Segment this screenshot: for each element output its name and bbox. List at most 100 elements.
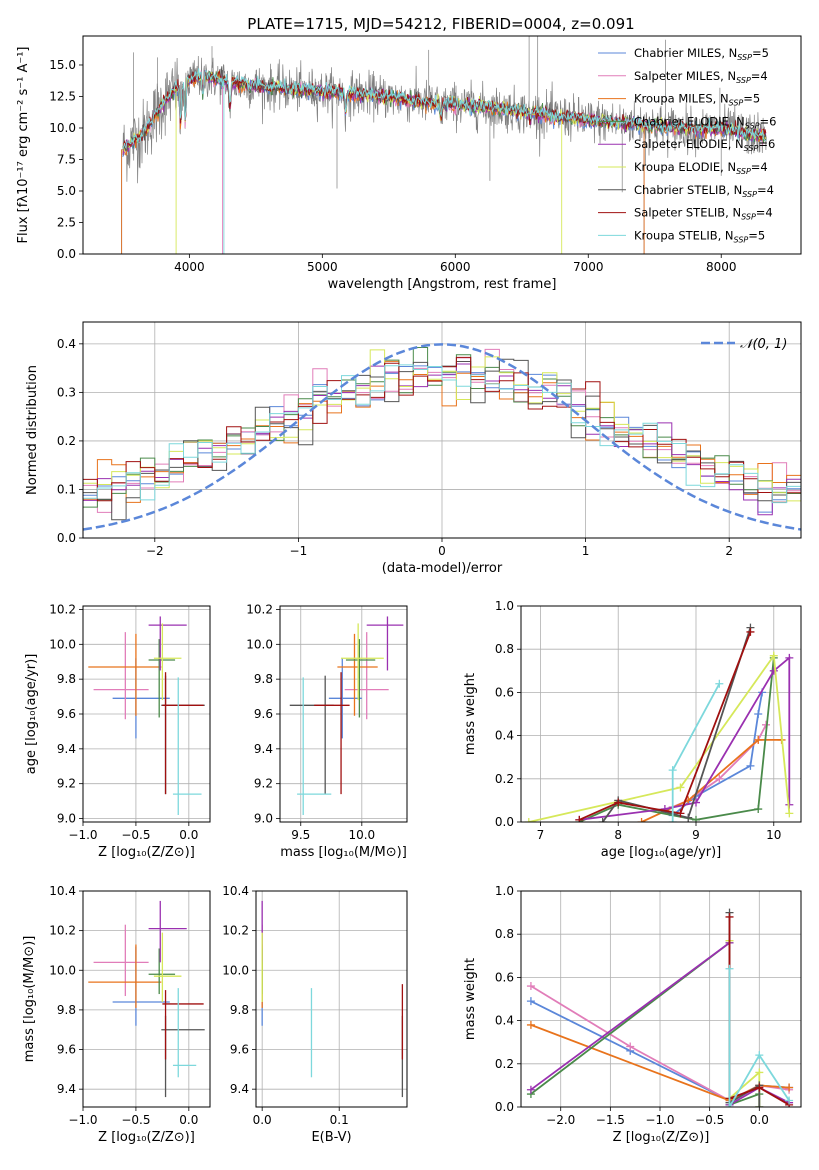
axes-frame (82, 890, 211, 1108)
marker-salpeter-stelib (746, 627, 755, 636)
y-tick-label: 9.0 (254, 812, 273, 826)
x-tick-label: 10 (766, 828, 781, 842)
y-tick-label: 9.8 (230, 1003, 249, 1017)
x-axis-label: E(B-V) (311, 1130, 351, 1145)
axes-frame (82, 605, 211, 823)
y-tick-label: 15.0 (49, 58, 76, 72)
y-tick-label: 9.4 (254, 742, 273, 756)
y-tick-label: 0.0 (57, 531, 76, 545)
x-axis-label: (data-model)/error (382, 561, 503, 576)
y-tick-label: 0.4 (495, 1014, 514, 1028)
x-tick-label: 2 (725, 544, 733, 558)
x-tick-label: 0.0 (179, 828, 198, 842)
y-tick-label: 7.5 (57, 152, 76, 166)
legend-entry-salpeter-miles: Salpeter MILES, NSSP=4 (634, 69, 768, 85)
y-tick-label: 9.6 (57, 1043, 76, 1057)
errorbar-salpeter-elodie (366, 616, 404, 671)
normal-curve (83, 343, 801, 531)
y-tick-label: 0.4 (57, 337, 76, 351)
y-tick-label: 10.0 (49, 963, 76, 977)
x-tick-label: 7000 (573, 260, 604, 274)
plot-area (526, 908, 794, 1107)
spectrum-legend: Chabrier MILES, NSSP=5 Salpeter MILES, NS… (598, 46, 776, 244)
spectrum-panel: 4000 5000 6000 7000 8000 0.0 2.5 5.0 7.5 10.0 12.5… (16, 35, 802, 292)
y-tick-label: 0.2 (495, 1057, 514, 1071)
y-tick-label: 10.0 (246, 637, 273, 651)
y-tick-label: 9.2 (254, 777, 273, 791)
y-tick-label: 9.0 (57, 812, 76, 826)
marker-kroupa-miles (637, 818, 646, 822)
y-tick-label: 0.6 (495, 970, 514, 984)
mass-weight-vs-age-panel: 7 8 9 10 0.0 0.2 0.4 0.6 0.8 1.0 age [log₁₀(age/yr… (463, 599, 802, 860)
marker-kroupa-stelib (715, 679, 724, 688)
errorbar-kroupa-stelib (172, 988, 197, 1078)
y-tick-label: 10.2 (49, 602, 76, 616)
x-tick-label: 9 (692, 828, 700, 842)
x-tick-label: −2 (146, 544, 164, 558)
series-salpeter-elodie (579, 655, 791, 821)
errorbar-chabrier-stelib (161, 675, 205, 795)
marker-salpeter-stelib (725, 912, 734, 921)
marker-salpeter-stelib (614, 798, 623, 807)
y-tick-label: 9.6 (230, 1043, 249, 1057)
mass-weight-vs-metallicity-panel: −2.0 −1.5 −1.0 −0.5 0.0 0.0 0.2 0.4 0.6 0.8 1.0 Z [… (463, 884, 802, 1145)
y-tick-label: 0.6 (495, 685, 514, 699)
errorbar-salpeter-stelib (162, 990, 204, 1060)
marker-chabrier-elodie (754, 805, 763, 814)
axes-frame (520, 605, 802, 823)
x-tick-label: −2.0 (546, 1113, 575, 1127)
errorbar-salpeter-stelib (162, 672, 204, 795)
marker-salpeter-elodie (769, 666, 778, 675)
y-tick-label: 9.4 (57, 1082, 76, 1096)
y-axis-label: Flux [fλ10⁻¹⁷ erg cm⁻² s⁻¹ A⁻¹] (16, 47, 31, 244)
model-salpeter-stelib (122, 69, 767, 150)
x-axis-label: Z [log₁₀(Z/Z⊙)] (613, 1130, 710, 1145)
legend-entry-salpeter-elodie: Salpeter ELODIE, NSSP=6 (634, 137, 775, 153)
marker-salpeter-miles (626, 1042, 635, 1051)
legend-entry-normal: 𝒩(0, 1) (740, 337, 787, 352)
marker-kroupa-miles (785, 1083, 794, 1092)
x-tick-label: 0 (438, 544, 446, 558)
x-tick-label: −0.5 (695, 1113, 724, 1127)
histogram-kroupa-stelib (83, 364, 801, 504)
y-tick-label: 9.2 (57, 777, 76, 791)
series-kroupa-elodie (528, 653, 791, 822)
plot-area (88, 900, 205, 1098)
y-tick-label: 0.2 (57, 434, 76, 448)
x-tick-label: 8000 (706, 260, 737, 274)
errorbar-chabrier-miles (112, 658, 170, 739)
marker-salpeter-miles (715, 774, 724, 783)
plot-area (121, 36, 767, 254)
axes-frame (520, 890, 802, 1108)
marker-kroupa-elodie (524, 818, 533, 822)
y-tick-label: 10.4 (49, 884, 76, 898)
marker-kroupa-stelib (725, 964, 734, 973)
errorbar-kroupa-miles (88, 633, 162, 716)
x-axis-label: wavelength [Angstrom, rest frame] (328, 277, 557, 292)
marker-kroupa-elodie (785, 809, 794, 818)
x-axis-label: age [log₁₀(age/yr)] (601, 845, 722, 860)
errorbar-salpeter-stelib (314, 672, 350, 795)
plot-area (289, 616, 404, 816)
x-tick-label: 4000 (174, 260, 205, 274)
x-tick-label: −1.0 (68, 828, 97, 842)
axes-frame (255, 890, 408, 1108)
marker-kroupa-stelib (785, 1096, 794, 1105)
y-tick-label: 0.4 (495, 729, 514, 743)
plot-area (261, 900, 404, 1098)
plot-area (524, 623, 794, 822)
y-axis-label: mass weight (463, 958, 478, 1040)
marker-kroupa-elodie (676, 783, 685, 792)
y-axis-label: mass weight (463, 673, 478, 755)
residuals-histogram-panel: −2 −1 0 1 2 0.0 0.1 0.2 0.3 0.4 (data-model)/error… (25, 321, 802, 576)
y-tick-label: 0.1 (57, 482, 76, 496)
x-tick-label: 9.5 (291, 828, 310, 842)
marker-salpeter-stelib (755, 1083, 764, 1092)
legend-entry-salpeter-stelib: Salpeter STELIB, NSSP=4 (634, 206, 773, 222)
x-tick-label: 0.1 (330, 1113, 349, 1127)
series-chabrier-stelib (601, 627, 752, 822)
y-tick-label: 0.8 (495, 642, 514, 656)
errorbar-kroupa-stelib (297, 677, 332, 816)
plot-area (88, 616, 205, 816)
